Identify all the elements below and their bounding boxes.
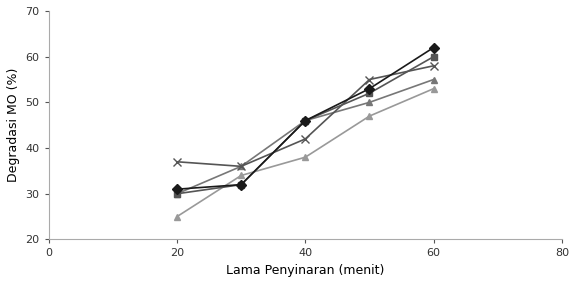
X-axis label: Lama Penyinaran (menit): Lama Penyinaran (menit) xyxy=(226,264,385,277)
Y-axis label: Degradasi MO (%): Degradasi MO (%) xyxy=(7,68,20,182)
